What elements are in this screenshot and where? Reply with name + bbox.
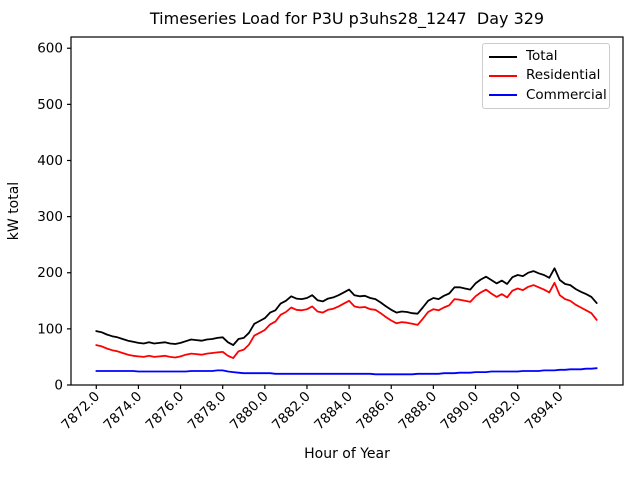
y-tick-label: 300 xyxy=(37,209,63,225)
legend: Total Residential Commercial xyxy=(482,43,610,109)
legend-label-commercial: Commercial xyxy=(526,86,607,103)
x-tick-label: 7890.0 xyxy=(438,389,483,434)
legend-line-sample-residential xyxy=(489,74,517,77)
x-tick-label: 7884.0 xyxy=(311,389,356,434)
y-tick-label: 600 xyxy=(37,41,63,57)
x-tick-label: 7878.0 xyxy=(185,389,230,434)
legend-line-sample-commercial xyxy=(489,94,517,97)
x-tick-label: 7888.0 xyxy=(395,389,440,434)
x-tick-label: 7882.0 xyxy=(269,389,314,434)
axes-frame xyxy=(70,36,624,386)
series-line-commercial xyxy=(95,367,598,376)
x-tick-label: 7886.0 xyxy=(353,389,398,434)
chart-title: Timeseries Load for P3U p3uhs28_1247 Day… xyxy=(149,9,545,28)
x-tick-label: 7872.0 xyxy=(58,389,103,434)
legend-item-residential: Residential xyxy=(489,66,603,85)
x-tick-label: 7874.0 xyxy=(101,389,146,434)
legend-item-total: Total xyxy=(489,47,603,66)
x-tick-label: 7880.0 xyxy=(227,389,272,434)
legend-label-total: Total xyxy=(526,47,558,64)
legend-item-commercial: Commercial xyxy=(489,86,607,105)
legend-line-sample-total xyxy=(489,55,517,58)
y-tick-label: 500 xyxy=(37,97,63,113)
x-axis-label: Hour of Year xyxy=(304,446,390,462)
x-tick-label: 7892.0 xyxy=(480,389,525,434)
y-tick-label: 0 xyxy=(54,378,63,394)
legend-label-residential: Residential xyxy=(526,67,601,84)
y-tick-label: 400 xyxy=(37,153,63,169)
y-tick-label: 200 xyxy=(37,265,63,281)
series-line-residential xyxy=(95,281,598,360)
y-tick-label: 100 xyxy=(37,321,63,337)
x-tick-label: 7876.0 xyxy=(143,389,188,434)
series-line-total xyxy=(95,267,598,347)
y-axis-label: kW total xyxy=(6,181,22,241)
x-tick-label: 7894.0 xyxy=(522,389,567,434)
